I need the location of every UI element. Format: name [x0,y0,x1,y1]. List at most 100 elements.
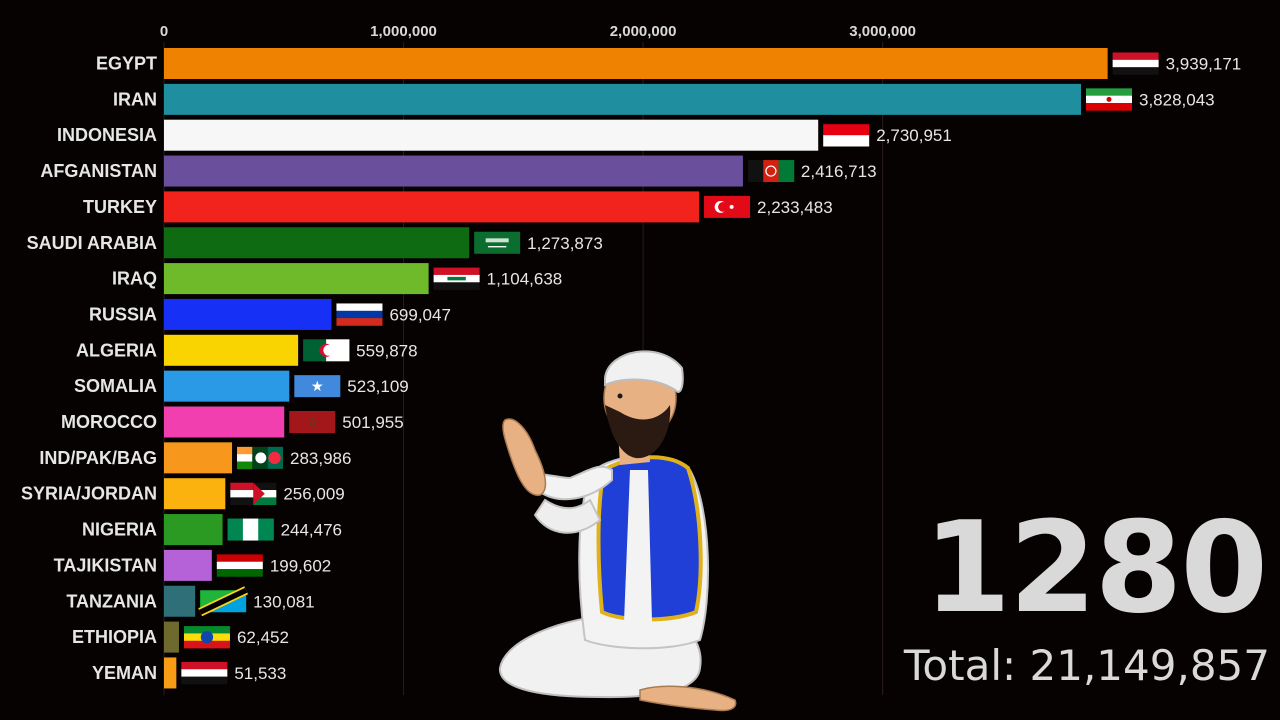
category-label: TANZANIA [66,591,157,611]
total-label: Total: 21,149,857 [904,645,1270,687]
yemen-flag-icon [181,661,228,685]
bar [164,119,819,151]
bars: EGYPT 3,939,171 IRAN 3,828,043 INDONESIA 2,73… [21,48,1241,689]
egypt-flag-icon [1112,52,1159,75]
total-value: 21,149,857 [1029,641,1270,690]
value-label: 501,955 [342,413,403,432]
value-label: 244,476 [281,521,342,540]
bar-row: TURKEY 2,233,483 [83,191,833,223]
bar-row: SYRIA/JORDAN 256,009 [21,478,345,510]
russia-flag-icon [336,303,383,326]
bar [164,621,179,653]
x-tick-label: 3,000,000 [849,23,916,40]
bar [164,478,226,510]
x-tick-label: 0 [160,23,168,40]
bar [164,514,223,546]
category-label: TURKEY [83,197,157,217]
morocco-flag-icon: ☆ [289,411,336,433]
value-label: 283,986 [290,449,351,468]
bar-row: SAUDI ARABIA 1,273,873 [27,227,603,259]
value-label: 2,233,483 [757,198,833,217]
category-label: AFGANISTAN [40,161,157,181]
nigeria-flag-icon [227,518,274,541]
bar [164,549,212,581]
bar-row: NIGERIA 244,476 [82,514,342,546]
value-label: 2,416,713 [801,162,877,181]
category-label: INDONESIA [57,125,157,145]
bar [164,585,196,617]
value-label: 699,047 [389,305,450,324]
svg-text:☆: ☆ [307,415,318,429]
afghanistan-flag-icon [747,160,795,183]
category-label: MOROCCO [61,412,157,432]
category-label: IRAN [113,89,157,109]
bar [164,83,1082,115]
bar [164,442,233,474]
bar-row: ALGERIA 559,878 [76,334,418,366]
bar [164,191,700,223]
iran-flag-icon [1086,88,1133,111]
total-prefix: Total: [903,641,1017,690]
bar-row: AFGANISTAN 2,416,713 [40,155,877,187]
syria-jordan-flag-icon [230,482,277,505]
value-label: 62,452 [237,628,289,647]
bar-row: YEMAN 51,533 [92,657,286,689]
category-label: SAUDI ARABIA [27,233,157,253]
category-label: TAJIKISTAN [54,555,157,575]
bar-row: MOROCCO ☆ 501,955 [61,406,404,438]
value-label: 559,878 [356,341,417,360]
value-label: 1,104,638 [487,270,563,289]
x-tick-label: 2,000,000 [610,23,677,40]
turkey-flag-icon [704,195,751,218]
bar [164,298,332,330]
bar [164,370,290,402]
category-label: EGYPT [96,54,157,74]
value-label: 199,602 [270,556,331,575]
bar [164,263,429,295]
bar [164,48,1108,79]
value-label: 130,081 [253,592,314,611]
bar-row: IRAQ 1,104,638 [112,263,563,295]
bar-row: RUSSIA 699,047 [89,298,451,330]
saudi-arabia-flag-icon [474,231,521,254]
year-label: 1280 [923,494,1268,641]
bar-row: INDONESIA 2,730,951 [57,119,952,151]
tajikistan-flag-icon [216,554,263,577]
bar-row: SOMALIA ★ 523,109 [74,370,409,402]
value-label: 3,828,043 [1139,90,1215,109]
ind-pak-bag-flag-icon [237,446,284,470]
category-label: IND/PAK/BAG [39,448,157,468]
category-label: SYRIA/JORDAN [21,484,157,504]
praying-man-illustration [498,350,737,712]
somalia-flag-icon: ★ [294,375,341,398]
category-label: IRAQ [112,269,157,289]
category-label: RUSSIA [89,304,157,324]
bar-row: ETHIOPIA 62,452 [72,621,289,653]
bar-row: IND/PAK/BAG 283,986 [39,442,351,474]
category-label: ALGERIA [76,340,157,360]
bar-row: EGYPT 3,939,171 [96,48,1241,79]
value-label: 3,939,171 [1166,55,1242,74]
value-label: 256,009 [283,485,344,504]
bar-row: TAJIKISTAN 199,602 [54,549,331,581]
category-label: YEMAN [92,663,157,683]
x-tick-label: 1,000,000 [370,23,437,40]
algeria-flag-icon [303,339,350,362]
ethiopia-flag-icon [183,626,230,649]
bar [164,406,285,438]
bar-row: TANZANIA 130,081 [66,585,315,617]
svg-text:★: ★ [311,379,324,395]
iraq-flag-icon [433,267,480,290]
value-label: 523,109 [347,377,408,396]
category-label: NIGERIA [82,520,157,540]
bar [164,155,743,187]
value-label: 2,730,951 [876,126,952,145]
bar [164,227,470,259]
bar [164,657,177,689]
bar [164,334,299,366]
value-label: 1,273,873 [527,234,603,253]
tanzania-flag-icon [198,586,249,617]
category-label: SOMALIA [74,376,157,396]
value-label: 51,533 [234,664,286,683]
